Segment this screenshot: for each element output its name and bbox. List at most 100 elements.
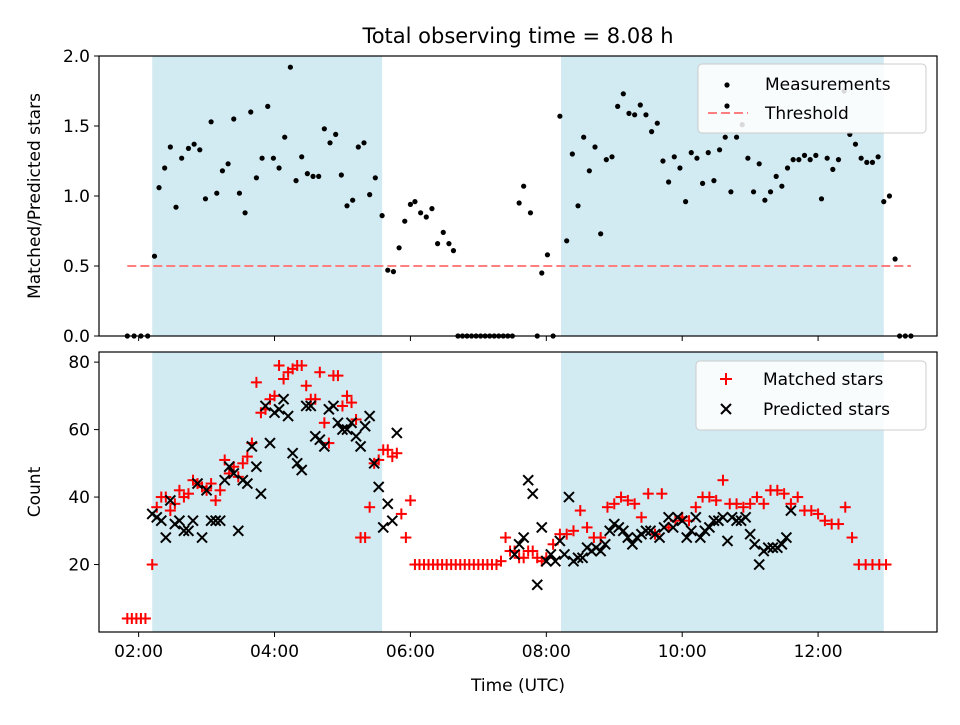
predicted-star-point — [250, 460, 263, 473]
measurement-point — [304, 171, 310, 177]
measurement-point — [396, 245, 402, 251]
top-legend: Measurements Threshold — [697, 63, 927, 134]
matched-star-point — [205, 478, 217, 490]
measurement-point — [875, 154, 881, 160]
measurement-point — [156, 185, 162, 191]
top-chart-title: Total observing time = 8.08 h — [361, 24, 673, 48]
predicted-star-point — [368, 457, 380, 470]
matched-star-point — [629, 498, 641, 510]
measurement-point — [801, 152, 808, 158]
measurement-point — [683, 199, 689, 205]
predicted-star-stroke-b — [626, 538, 639, 550]
x-axis-label: Time (UTC) — [470, 676, 565, 696]
matched-star-point — [214, 484, 226, 496]
matched-star-point — [382, 444, 394, 456]
measurement-point — [355, 144, 361, 150]
top-axes-frame — [98, 55, 938, 337]
predicted-star-point — [767, 541, 779, 554]
predicted-star-stroke-b — [223, 460, 235, 473]
measurement-point — [450, 248, 457, 254]
predicted-star-stroke-b — [228, 467, 240, 480]
legend-measurements-marker-1 — [724, 82, 730, 88]
measurement-point — [402, 218, 408, 224]
matched-star-point — [314, 366, 326, 378]
measurement-point — [423, 214, 429, 220]
predicted-star-stroke-b — [173, 514, 186, 527]
matched-star-point — [309, 393, 321, 405]
top-ticks: 0.0 0.5 1.0 1.5 2.0 — [63, 47, 819, 347]
measurement-point — [818, 196, 825, 202]
predicted-star-stroke-b — [681, 531, 693, 544]
predicted-star-stroke-b — [780, 531, 793, 544]
matched-star-point — [269, 390, 281, 402]
measurement-point — [236, 190, 243, 196]
measurement-point — [557, 113, 563, 119]
matched-star-point — [173, 484, 185, 496]
matched-star-point — [635, 511, 647, 523]
predicted-star-stroke-b — [776, 538, 788, 550]
predicted-star-point — [622, 531, 634, 544]
matched-star-point — [642, 488, 654, 500]
matched-star-point — [581, 521, 593, 533]
predicted-star-point — [336, 423, 349, 436]
measurement-point — [881, 199, 887, 205]
measurement-point — [412, 199, 418, 205]
predicted-star-stroke-b — [517, 531, 530, 544]
matched-star-point — [278, 373, 290, 385]
matched-star-point — [792, 491, 804, 503]
measurement-point — [671, 154, 677, 160]
matched-star-point — [237, 457, 249, 469]
bottom-y-tick-label: 40 — [68, 488, 90, 508]
predicted-star-stroke-b — [508, 548, 521, 561]
measurement-point — [310, 173, 316, 179]
predicted-star-stroke-b — [246, 440, 258, 453]
predicted-star-stroke-b — [286, 447, 299, 459]
measurement-point — [592, 144, 598, 150]
matched-star-point — [771, 484, 783, 496]
matched-star-point — [219, 454, 231, 466]
bottom-legend-box — [695, 360, 927, 431]
legend-matched-label: Matched stars — [763, 370, 883, 390]
measurement-point — [886, 193, 893, 199]
matched-star-point — [500, 532, 512, 544]
matched-star-point — [710, 494, 722, 506]
measurement-point — [544, 252, 551, 258]
measurement-point — [711, 178, 717, 184]
predicted-star-point — [232, 525, 244, 537]
matched-star-point — [318, 417, 330, 429]
bottom-panel: 20 40 60 80 02:00 04:00 06:00 08:00 10:00 12:00 C… — [25, 351, 938, 696]
predicted-stars-points — [146, 393, 797, 591]
predicted-star-stroke-b — [540, 555, 553, 567]
predicted-star-point — [721, 535, 734, 547]
matched-star-point — [731, 498, 743, 510]
legend-matched-marker — [720, 373, 732, 385]
matched-star-point — [601, 501, 613, 513]
predicted-star-point — [359, 420, 371, 432]
predicted-star-point — [277, 393, 290, 405]
bottom-x-tick-label: 06:00 — [386, 642, 435, 662]
measurement-point — [299, 154, 305, 160]
predicted-star-stroke-b — [305, 400, 317, 412]
predicted-star-point — [300, 400, 312, 412]
measurement-point — [208, 119, 214, 125]
top-shaded-intervals — [152, 56, 884, 336]
measurement-point — [350, 197, 356, 203]
predicted-star-point — [517, 531, 530, 544]
predicted-star-stroke-b — [373, 481, 385, 493]
predicted-star-point — [604, 525, 616, 537]
measurement-point — [167, 144, 173, 150]
measurement-point — [253, 175, 260, 181]
legend-predicted-label: Predicted stars — [763, 400, 890, 420]
matched-star-point — [151, 501, 163, 513]
matched-star-point — [778, 488, 790, 500]
predicted-star-point — [744, 528, 756, 540]
predicted-star-point — [563, 491, 575, 503]
predicted-star-point — [753, 558, 765, 571]
predicted-star-stroke-b — [703, 521, 716, 534]
predicted-star-point — [785, 504, 797, 517]
legend-measurements-label: Measurements — [765, 75, 891, 95]
legend-measurements-marker-2 — [724, 103, 730, 109]
measurement-point — [270, 155, 276, 161]
predicted-star-point — [273, 403, 285, 416]
predicted-star-point — [626, 538, 639, 550]
